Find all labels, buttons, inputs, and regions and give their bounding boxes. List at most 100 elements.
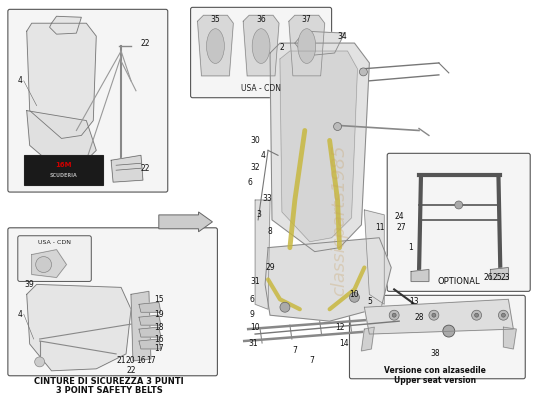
Text: 35: 35	[211, 15, 221, 24]
Text: 33: 33	[262, 194, 272, 202]
Circle shape	[36, 257, 52, 272]
Circle shape	[455, 201, 463, 209]
Text: Upper seat version: Upper seat version	[394, 376, 476, 385]
Text: 7: 7	[293, 346, 298, 356]
Circle shape	[429, 310, 439, 320]
Text: 20: 20	[125, 356, 135, 365]
Polygon shape	[139, 327, 161, 337]
Polygon shape	[364, 299, 513, 334]
FancyArrow shape	[159, 212, 212, 232]
Polygon shape	[197, 15, 233, 76]
Text: 11: 11	[376, 223, 385, 232]
Polygon shape	[255, 200, 270, 309]
Text: 29: 29	[265, 263, 275, 272]
Text: 9: 9	[250, 310, 255, 319]
Text: 18: 18	[154, 323, 163, 332]
Text: CINTURE DI SICUREZZA 3 PUNTI: CINTURE DI SICUREZZA 3 PUNTI	[34, 377, 184, 386]
Circle shape	[389, 310, 399, 320]
Polygon shape	[295, 31, 344, 55]
Text: 16: 16	[154, 334, 164, 344]
Text: 39: 39	[25, 280, 35, 289]
Polygon shape	[503, 327, 516, 349]
Text: 15: 15	[154, 295, 164, 304]
Polygon shape	[265, 238, 391, 321]
FancyBboxPatch shape	[387, 153, 530, 291]
Polygon shape	[364, 210, 384, 304]
Polygon shape	[289, 15, 324, 76]
Text: 13: 13	[409, 297, 419, 306]
Text: 21: 21	[117, 356, 126, 365]
Circle shape	[443, 325, 455, 337]
Text: 7: 7	[309, 356, 314, 365]
Text: 22: 22	[140, 38, 150, 48]
Text: 38: 38	[430, 350, 439, 358]
Text: 24: 24	[394, 212, 404, 221]
Text: 2: 2	[279, 42, 284, 52]
Text: 28: 28	[414, 313, 424, 322]
Polygon shape	[280, 51, 358, 242]
Polygon shape	[243, 15, 279, 76]
Circle shape	[35, 357, 45, 367]
Circle shape	[502, 313, 505, 317]
Text: 37: 37	[302, 15, 312, 24]
Text: USA - CDN: USA - CDN	[38, 240, 71, 245]
Text: 30: 30	[250, 136, 260, 145]
Text: 3: 3	[257, 210, 262, 219]
Text: classicparts1985: classicparts1985	[331, 144, 349, 296]
Text: 12: 12	[335, 323, 344, 332]
Circle shape	[432, 313, 436, 317]
Text: 17: 17	[154, 344, 164, 354]
Polygon shape	[361, 327, 375, 351]
Circle shape	[334, 122, 342, 130]
Text: 25: 25	[493, 273, 502, 282]
Text: 3 POINT SAFETY BELTS: 3 POINT SAFETY BELTS	[56, 386, 163, 395]
Polygon shape	[139, 339, 161, 349]
FancyBboxPatch shape	[8, 9, 168, 192]
Polygon shape	[32, 250, 67, 278]
Text: SCUDERIA: SCUDERIA	[50, 173, 78, 178]
Text: 10: 10	[250, 323, 260, 332]
Text: 6: 6	[250, 295, 255, 304]
Text: 23: 23	[500, 273, 510, 282]
Text: 14: 14	[340, 340, 349, 348]
Text: 36: 36	[256, 15, 266, 24]
Text: 10: 10	[350, 290, 359, 299]
Text: 31: 31	[249, 340, 258, 348]
Polygon shape	[50, 16, 81, 34]
Text: 34: 34	[338, 32, 348, 41]
Ellipse shape	[206, 29, 224, 64]
Polygon shape	[27, 111, 96, 168]
Polygon shape	[491, 268, 508, 280]
Text: 4: 4	[18, 310, 22, 319]
Circle shape	[392, 313, 396, 317]
Polygon shape	[411, 270, 429, 282]
Text: 31: 31	[250, 277, 260, 286]
Polygon shape	[131, 291, 151, 361]
Text: OPTIONAL: OPTIONAL	[437, 277, 480, 286]
Bar	[24, 155, 103, 185]
FancyBboxPatch shape	[18, 236, 91, 282]
Text: 6: 6	[248, 178, 252, 187]
Text: 1: 1	[409, 243, 414, 252]
Circle shape	[475, 313, 478, 317]
FancyBboxPatch shape	[8, 228, 217, 376]
Polygon shape	[139, 302, 161, 312]
Text: 5: 5	[367, 297, 372, 306]
FancyBboxPatch shape	[191, 7, 332, 98]
Ellipse shape	[298, 29, 316, 64]
Text: 32: 32	[250, 163, 260, 172]
Text: USA - CDN: USA - CDN	[241, 84, 281, 93]
Text: 16: 16	[136, 356, 146, 365]
Circle shape	[280, 302, 290, 312]
Text: 8: 8	[268, 227, 272, 236]
Text: 27: 27	[397, 223, 406, 232]
Text: 17: 17	[146, 356, 156, 365]
Text: 19: 19	[154, 310, 164, 319]
Ellipse shape	[252, 29, 270, 64]
Text: 22: 22	[126, 366, 136, 375]
Polygon shape	[27, 284, 131, 371]
Circle shape	[472, 310, 482, 320]
Text: Versione con alzasedile: Versione con alzasedile	[384, 366, 486, 375]
Text: 26: 26	[483, 273, 493, 282]
FancyBboxPatch shape	[349, 295, 525, 379]
